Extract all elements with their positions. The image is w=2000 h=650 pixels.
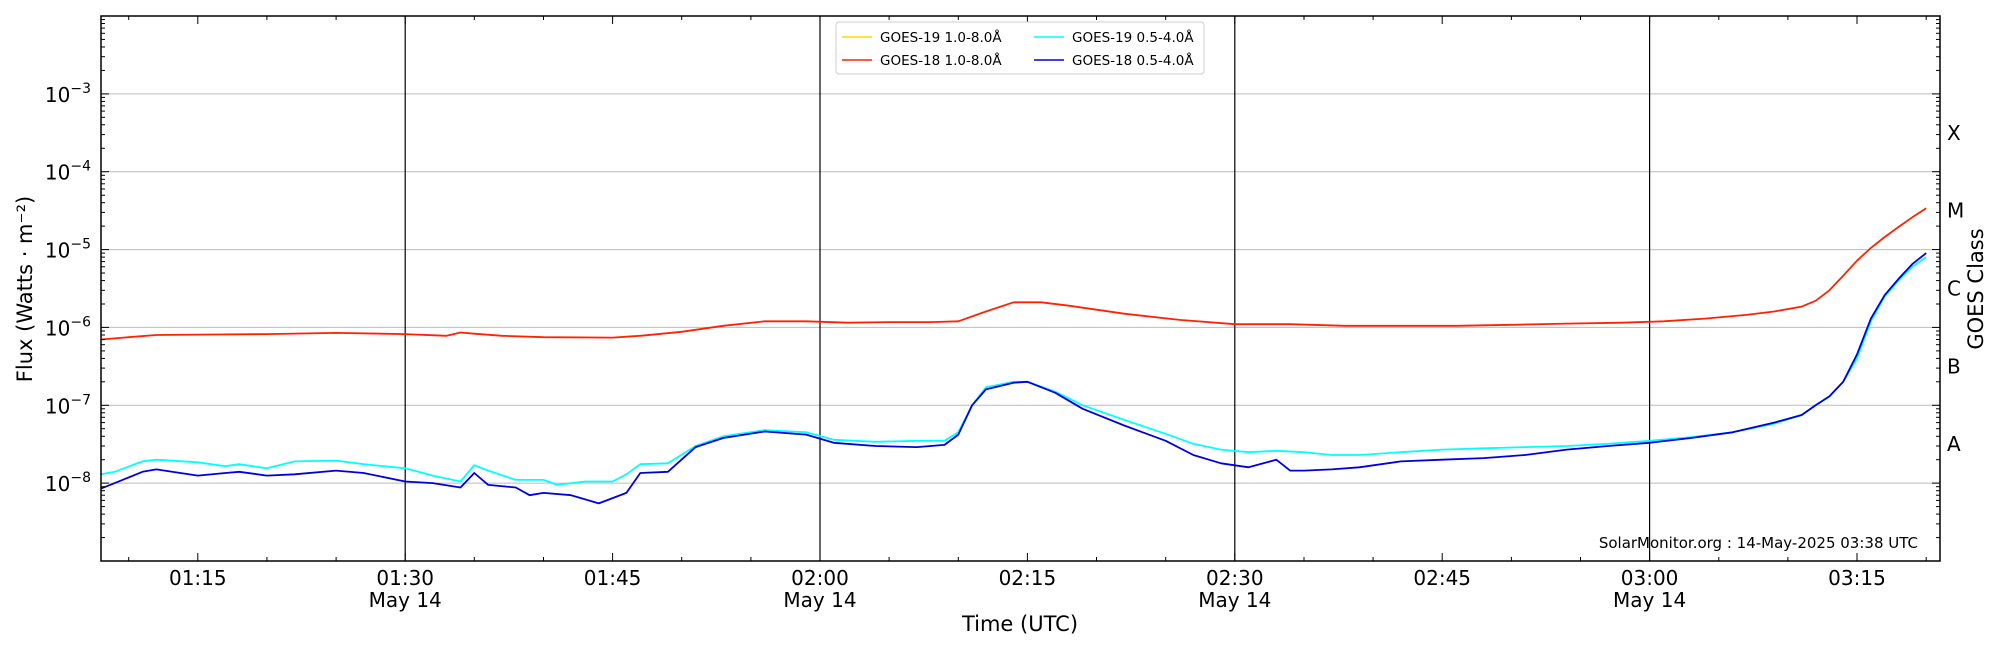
goes-class-label: A [1947,432,1961,456]
right-axis-title: GOES Class [1964,228,1988,349]
series-line-2 [100,207,1927,341]
x-tick-label: 01:15 [169,566,227,590]
y-tick-label: 10−5 [45,237,91,263]
x-tick-label: 02:15 [999,566,1057,590]
credit-label: SolarMonitor.org : 14-May-2025 03:38 UTC [1599,534,1918,552]
goes-class-axis: A B C M X [1947,121,1964,456]
plot-frame [100,15,1941,562]
gridlines [101,93,1940,484]
x-axis-title: Time (UTC) [961,612,1078,636]
x-tick-label: 03:00 [1621,566,1679,590]
y-tick-label: 10−4 [45,159,91,185]
legend: GOES-19 1.0-8.0Å GOES-18 1.0-8.0Å GOES-1… [835,21,1205,75]
y-tick-label: 10−7 [45,392,91,418]
x-tick-label: 01:30 [376,566,434,590]
goes-class-label: M [1947,199,1964,223]
x-tick-date-label: May 14 [1613,588,1686,612]
goes-class-label: B [1947,354,1961,378]
date-marker-lines [404,16,1651,561]
y-tick-label: 10−6 [45,314,91,340]
legend-label-goes19-long: GOES-19 1.0-8.0Å [880,29,1002,46]
series-line-3 [100,256,1927,486]
y-tick-label: 10−8 [45,470,91,496]
y-axis-title: Flux (Watts · m⁻²) [13,196,37,382]
legend-label-goes18-short: GOES-18 0.5-4.0Å [1072,52,1194,69]
x-tick-date-label: May 14 [369,588,442,612]
legend-box [835,21,1205,75]
x-tick-label: 02:00 [791,566,849,590]
goes-class-label: C [1947,277,1961,301]
x-tick-label: 02:45 [1413,566,1471,590]
legend-label-goes18-long: GOES-18 1.0-8.0Å [880,52,1002,69]
x-tick-label: 03:15 [1828,566,1886,590]
legend-label-goes19-short: GOES-19 0.5-4.0Å [1072,29,1194,46]
y-axis: 10−8 10−7 10−6 10−5 10−4 10−3 [45,19,1940,562]
x-tick-label: 01:45 [584,566,642,590]
series-lines [100,207,1927,505]
goes-class-label: X [1947,121,1961,145]
series-line-4 [100,252,1927,505]
x-tick-label: 02:30 [1206,566,1264,590]
y-tick-label: 10−3 [45,81,91,107]
x-tick-date-label: May 14 [1198,588,1271,612]
x-tick-date-label: May 14 [783,588,856,612]
